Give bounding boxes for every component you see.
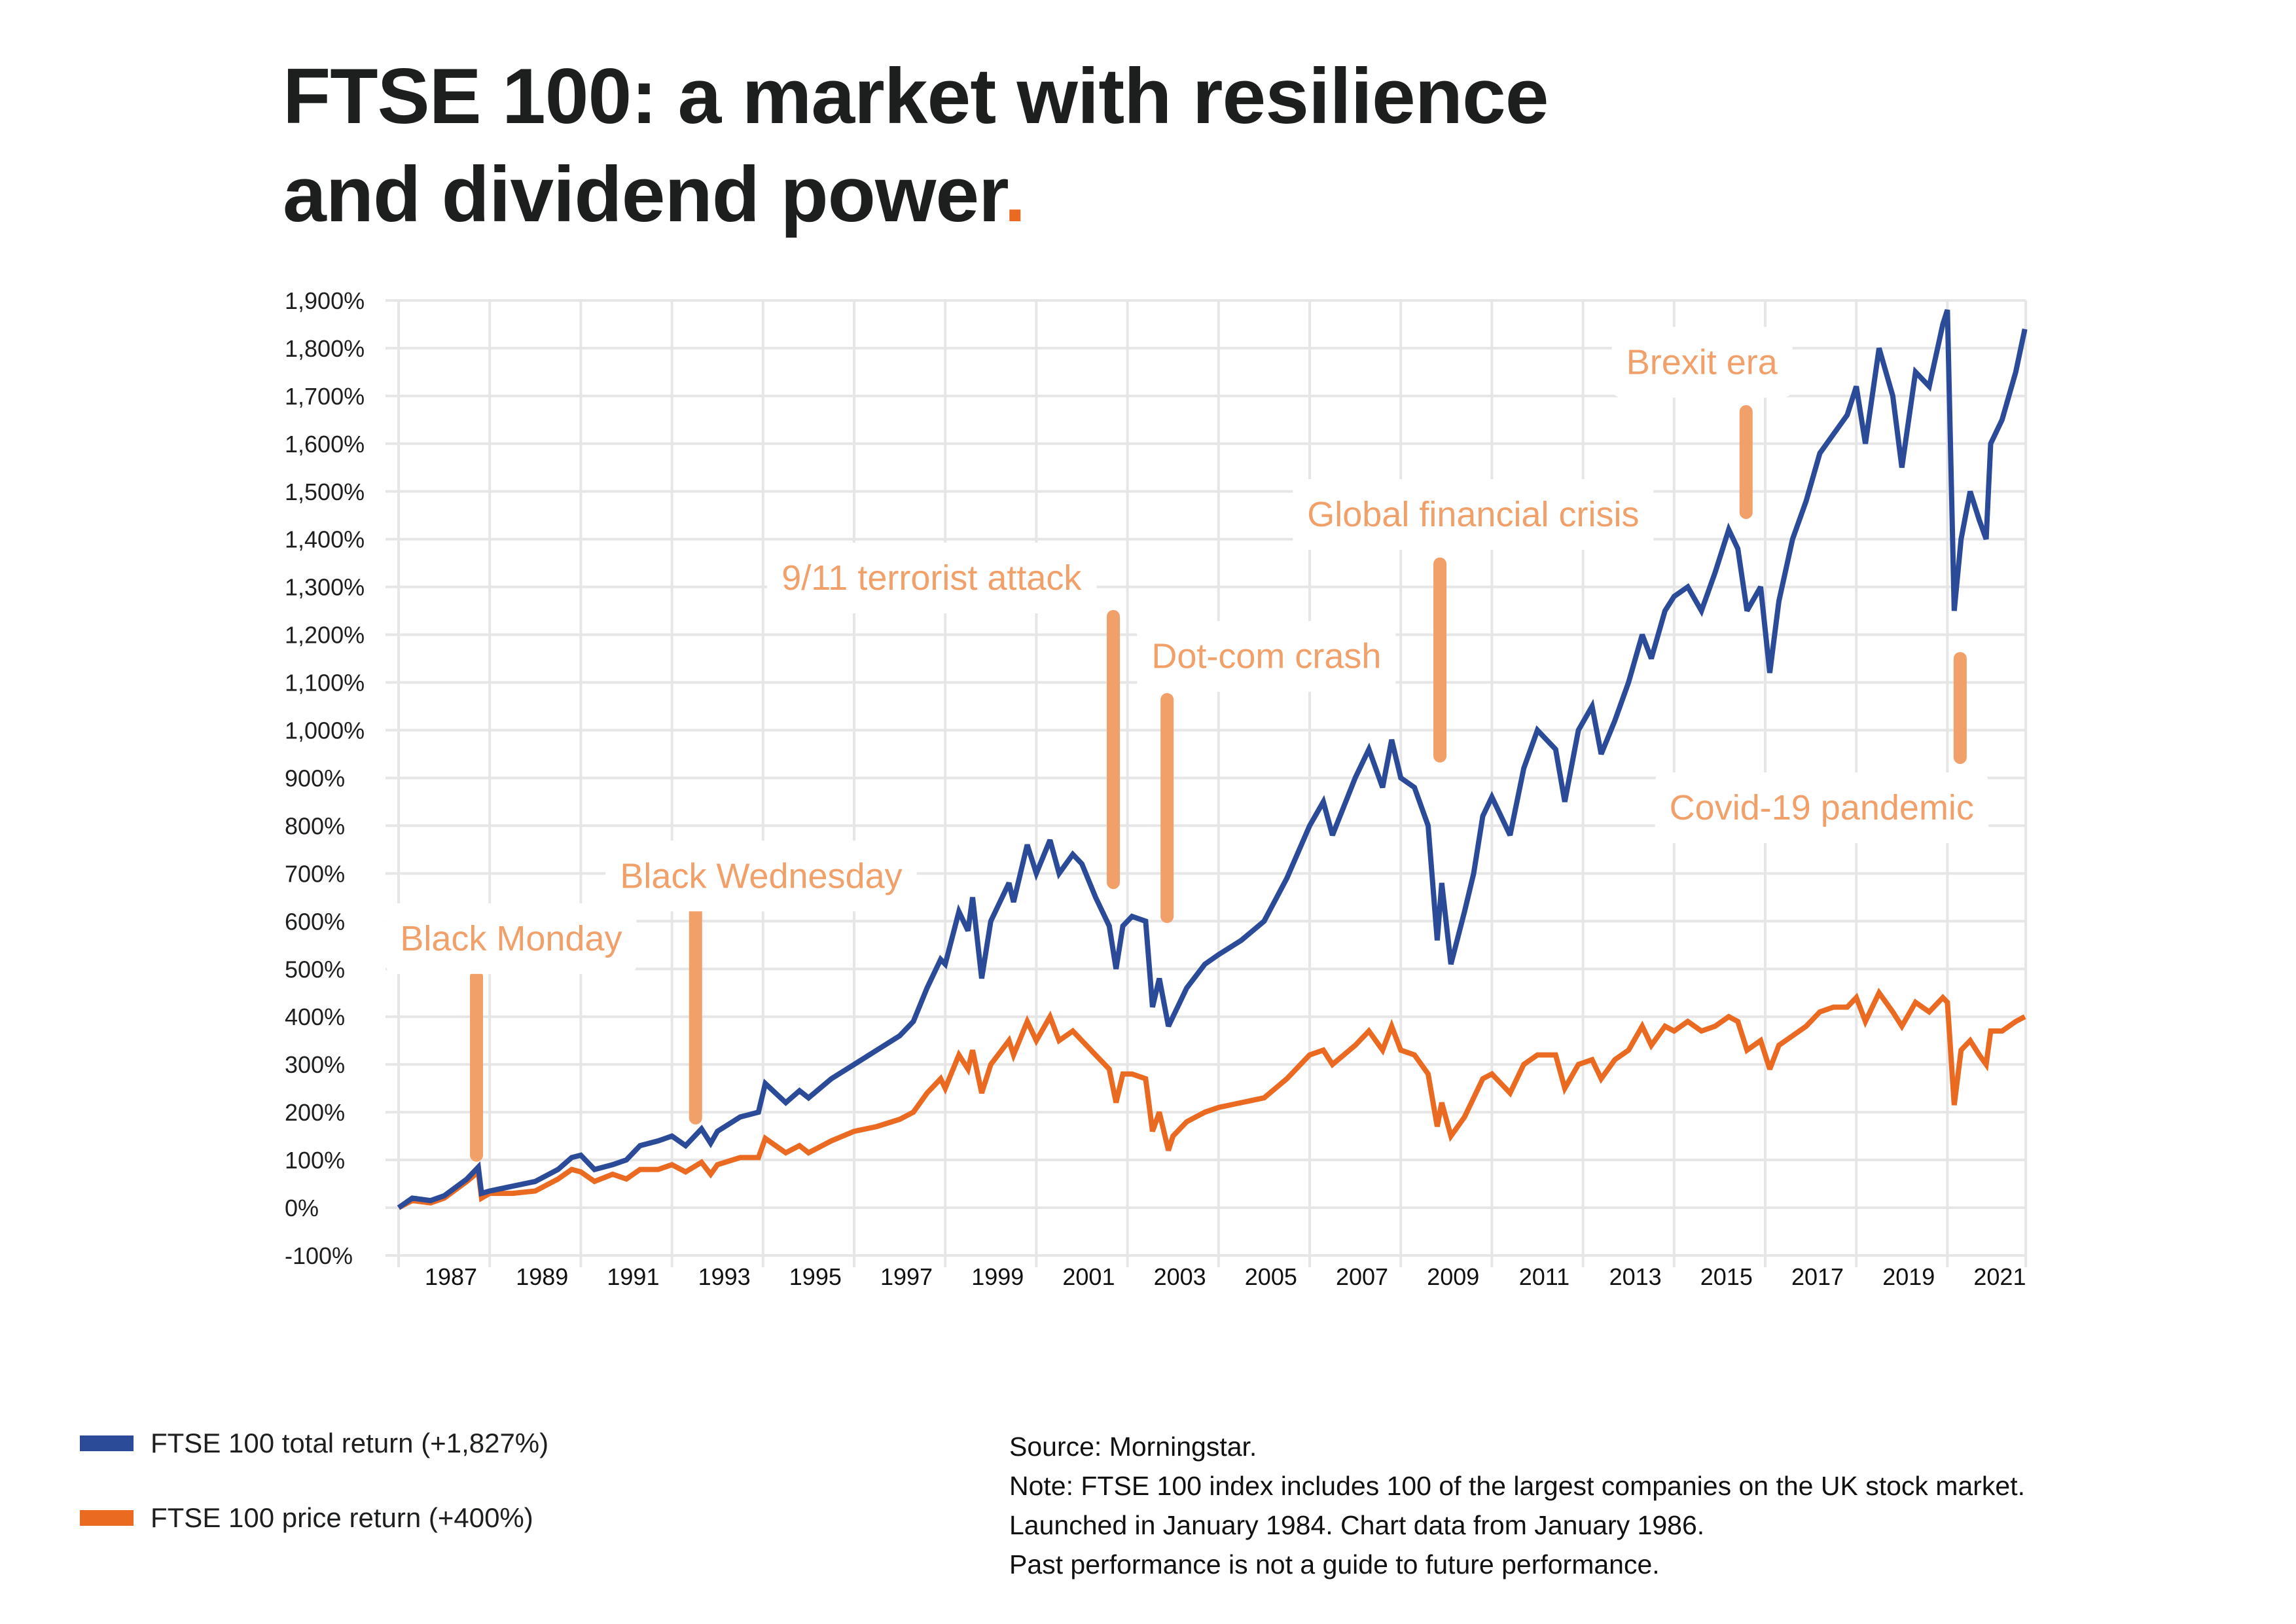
note-line: Note: FTSE 100 index includes 100 of the… [1009,1471,2025,1501]
annotation: 9/11 terrorist attack [767,543,1097,614]
legend-item-price-return: FTSE 100 price return (+400%) [80,1502,548,1534]
x-tick-label: 2013 [1609,1263,1662,1290]
x-tick-label: 2009 [1427,1263,1479,1290]
y-tick-label: 900% [285,765,345,791]
y-tick-label: 1,900% [285,287,365,314]
x-tick-label: 1999 [971,1263,1024,1290]
annotation-bars [470,405,1967,1162]
series-lines [397,309,2028,1210]
footnotes: Source: Morningstar. Note: FTSE 100 inde… [1009,1427,2025,1584]
y-tick-label: 1,300% [285,574,365,601]
legend-label-price-return: FTSE 100 price return (+400%) [151,1502,533,1533]
y-tick-label: 1,000% [285,717,365,744]
y-tick-label: 1,500% [285,478,365,505]
annotation-label-background [1137,621,1396,692]
annotation-label-background [386,903,637,974]
legend-label-total-return: FTSE 100 total return (+1,827%) [151,1428,549,1458]
annotation: Global financial crisis [1293,479,1654,550]
x-tick-label: 2011 [1519,1263,1570,1290]
series-line-total-return [397,309,2028,1210]
title-line-1: FTSE 100: a market with resilience [283,52,1549,140]
x-tick-label: 1997 [880,1263,933,1290]
legend: FTSE 100 total return (+1,827%) FTSE 100… [80,1427,548,1576]
legend-swatch-price-return [80,1510,134,1526]
series-line-price-return [397,987,2026,1210]
x-tick-label: 1989 [516,1263,568,1290]
x-tick-label: 2015 [1700,1263,1753,1290]
y-tick-label: 1,200% [285,622,365,649]
x-tick-label: 1993 [698,1263,751,1290]
annotation-label-background [605,840,917,912]
y-tick-label: 0% [285,1195,319,1221]
x-tick-label: 2005 [1245,1263,1297,1290]
page-title: FTSE 100: a market with resilience and d… [283,47,1549,244]
y-tick-label: 200% [285,1099,345,1126]
x-tick-label: 2007 [1336,1263,1388,1290]
title-line-2: and dividend power. [283,145,1549,244]
y-tick-label: 1,800% [285,335,365,362]
x-axis-ticks: 1987 1989 1991 1993 1995 1997 1999 2001 2003 2005… [425,1263,2026,1290]
y-tick-label: 100% [285,1147,345,1174]
y-tick-label: 400% [285,1003,345,1030]
annotation-label: Black Monday [400,919,622,958]
title-line-2-text: and dividend power [283,151,1005,238]
y-tick-label: 1,400% [285,526,365,553]
note-line: Past performance is not a guide to futur… [1009,1549,1660,1579]
x-tick-label: 2003 [1154,1263,1206,1290]
annotation-label: Brexit era [1626,342,1778,382]
annotation-label: Covid-19 pandemic [1670,788,1974,827]
line-chart: 1,900% 1,800% 1,700% 1,600% 1,500% 1,400% 1,30… [285,287,2028,1290]
x-tick-label: 1995 [789,1263,842,1290]
x-tick-label: 2021 [1973,1263,2026,1290]
annotation: Dot-com crash [1137,621,1396,692]
annotation-label-background [1655,772,1988,843]
annotation-label-background [1611,327,1793,398]
annotation-label: Dot-com crash [1151,637,1381,676]
y-tick-label: -100% [285,1242,353,1269]
y-tick-label: 1,100% [285,670,365,696]
source-note: Source: Morningstar. [1009,1432,1257,1462]
annotation: Black Monday [386,903,637,974]
title-accent-dot: . [1004,151,1026,238]
x-tick-label: 2019 [1882,1263,1935,1290]
x-tick-label: 1991 [607,1263,659,1290]
x-tick-label: 2001 [1062,1263,1115,1290]
legend-item-total-return: FTSE 100 total return (+1,827%) [80,1427,548,1460]
annotation-labels: Black Monday Black Wednesday 9/11 terroris… [386,327,1988,974]
annotation: Brexit era [1611,327,1793,398]
y-tick-label: 1,700% [285,383,365,410]
legend-swatch-total-return [80,1435,134,1451]
annotation-label-background [767,543,1097,614]
y-tick-label: 700% [285,860,345,887]
y-axis-ticks: 1,900% 1,800% 1,700% 1,600% 1,500% 1,400% 1,30… [285,287,365,1269]
y-tick-label: 500% [285,956,345,983]
note-line: Launched in January 1984. Chart data fro… [1009,1510,1705,1540]
annotation-label: Global financial crisis [1307,495,1639,534]
x-tick-label: 2017 [1791,1263,1844,1290]
x-tick-label: 1987 [425,1263,477,1290]
annotation: Black Wednesday [605,840,917,912]
y-tick-label: 800% [285,812,345,839]
annotation-label: 9/11 terrorist attack [781,558,1082,598]
annotation: Covid-19 pandemic [1655,772,1988,843]
y-tick-label: 300% [285,1051,345,1078]
y-tick-label: 1,600% [285,431,365,458]
annotation-label-background [1293,479,1654,550]
annotation-label: Black Wednesday [620,856,902,895]
y-tick-label: 600% [285,908,345,935]
